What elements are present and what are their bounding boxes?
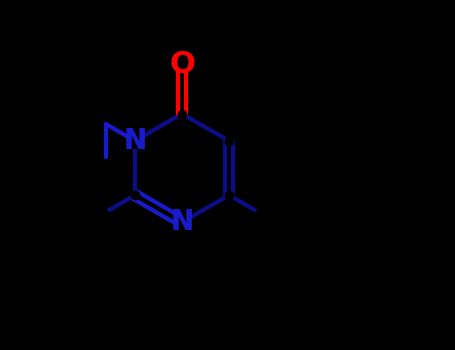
Text: N: N	[171, 208, 193, 236]
Text: O: O	[169, 50, 195, 78]
Text: N: N	[123, 127, 147, 155]
Text: N: N	[123, 127, 147, 155]
Text: N: N	[171, 208, 193, 236]
